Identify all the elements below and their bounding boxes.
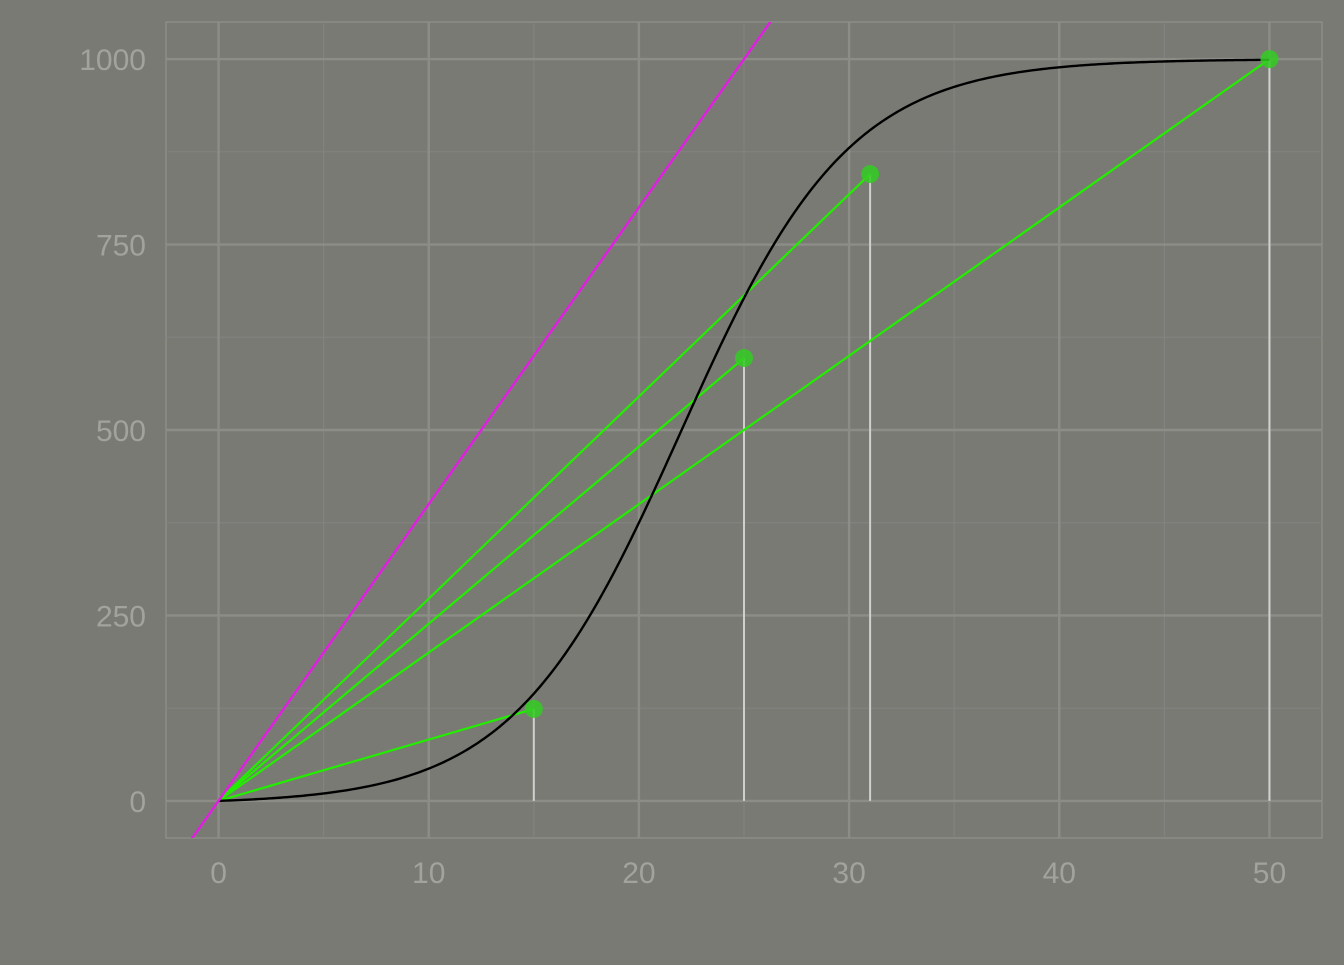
x-tick-label: 30 bbox=[832, 857, 865, 890]
secant-lines bbox=[217, 58, 1271, 802]
curve-layer bbox=[218, 58, 1270, 803]
data-point bbox=[861, 165, 880, 184]
x-tick-label: 40 bbox=[1043, 857, 1076, 890]
y-tick-label: 500 bbox=[96, 415, 146, 448]
x-tick-label: 0 bbox=[210, 857, 227, 890]
y-tick-label: 750 bbox=[96, 230, 146, 263]
drop-lines bbox=[532, 59, 1271, 801]
secant-line bbox=[217, 58, 1271, 802]
y-axis-ticks: 0 250 500 750 1000 bbox=[79, 44, 146, 819]
logistic-curve bbox=[218, 58, 1270, 803]
y-tick-label: 0 bbox=[129, 786, 146, 819]
secant-line bbox=[217, 357, 745, 802]
tangent-layer bbox=[190, 22, 772, 838]
y-tick-label: 250 bbox=[96, 600, 146, 633]
secant-line bbox=[218, 707, 535, 802]
data-point bbox=[524, 699, 543, 718]
x-tick-label: 10 bbox=[412, 857, 445, 890]
x-axis-ticks: 0 10 20 30 40 50 bbox=[210, 857, 1286, 890]
secant-line bbox=[217, 173, 871, 802]
tangent-line bbox=[190, 22, 772, 838]
x-tick-label: 20 bbox=[622, 857, 655, 890]
data-point bbox=[735, 349, 753, 368]
x-tick-label: 50 bbox=[1253, 857, 1286, 890]
data-point bbox=[1260, 50, 1279, 69]
marked-points bbox=[524, 50, 1279, 718]
y-tick-label: 1000 bbox=[79, 44, 146, 77]
